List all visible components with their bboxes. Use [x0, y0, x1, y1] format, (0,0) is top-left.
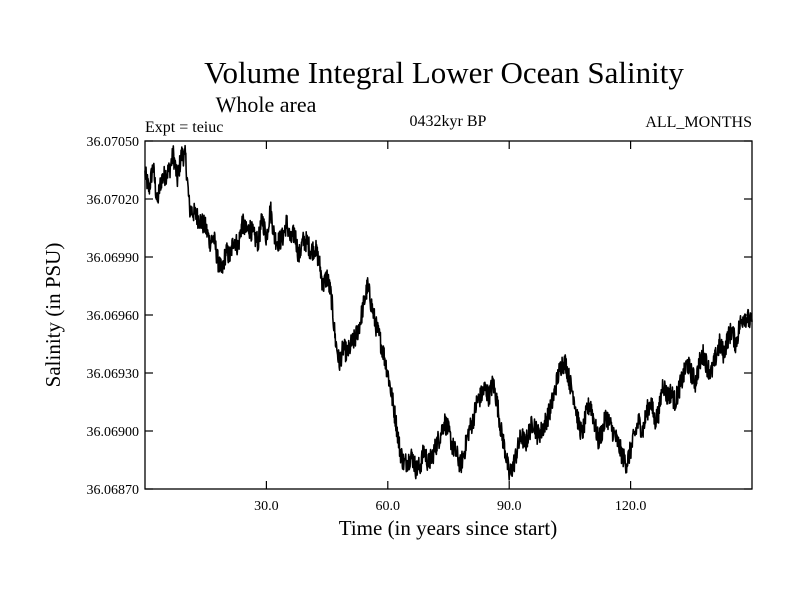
y-tick-label: 36.06930: [87, 367, 140, 382]
y-tick-label: 36.06870: [87, 483, 140, 498]
y-tick-label: 36.06960: [87, 309, 140, 324]
y-tick-label: 36.06900: [87, 425, 140, 440]
plot-frame: [144, 140, 753, 490]
y-axis-label: Salinity (in PSU): [41, 243, 65, 388]
period-label: 0432kyr BP: [410, 113, 487, 130]
x-axis-label: Time (in years since start): [339, 516, 558, 540]
chart-subtitle: Whole area: [216, 92, 317, 117]
y-tick-label: 36.07020: [87, 193, 140, 208]
y-axis-ticks: 36.06870 36.06900 36.06930 36.06960 36.06990…: [87, 135, 752, 498]
x-tick-label: 60.0: [376, 499, 401, 514]
y-tick-label: 36.07050: [87, 135, 140, 150]
experiment-label: Expt = teiuc: [145, 119, 223, 136]
x-tick-label: 90.0: [497, 499, 522, 514]
x-tick-label: 30.0: [254, 499, 279, 514]
y-tick-label: 36.06990: [87, 251, 140, 266]
x-axis-ticks: 30.0 60.0 90.0 120.0: [254, 141, 646, 514]
x-tick-label: 120.0: [615, 499, 647, 514]
salinity-series-line: [144, 144, 753, 481]
months-label: ALL_MONTHS: [645, 114, 752, 131]
chart-title: Volume Integral Lower Ocean Salinity: [204, 55, 684, 90]
